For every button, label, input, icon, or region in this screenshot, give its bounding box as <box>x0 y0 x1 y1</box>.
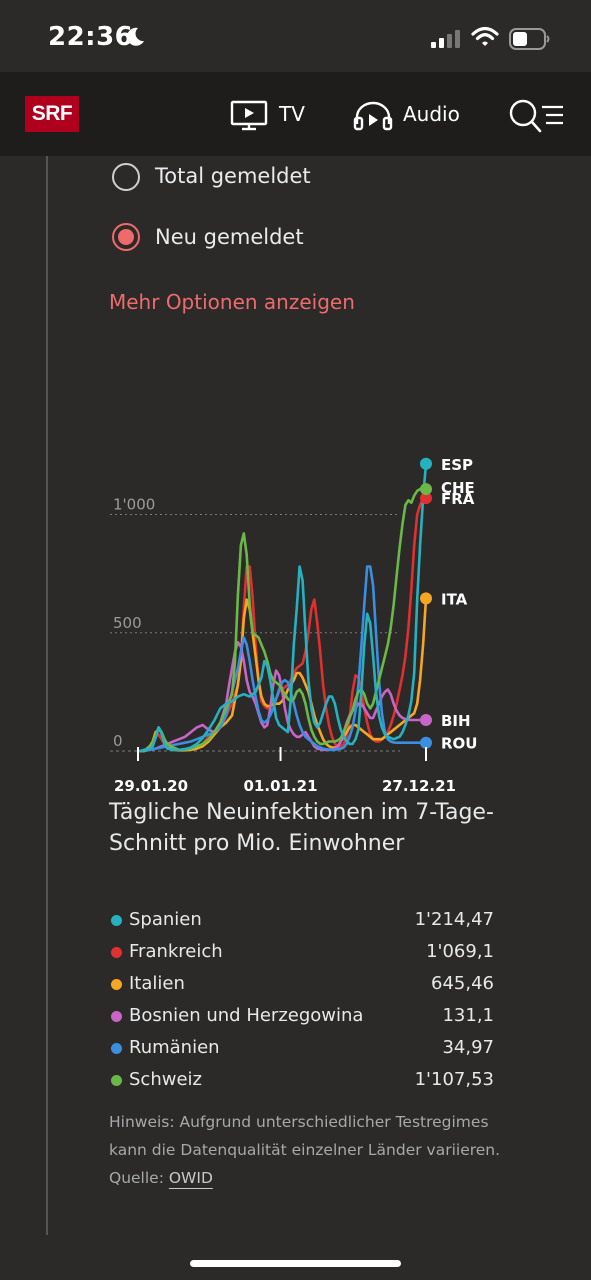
legend-name: Rumänien <box>129 1037 220 1058</box>
legend-dot <box>111 979 122 990</box>
legend-value: 131,1 <box>442 1005 494 1026</box>
nav-audio-link[interactable]: Audio <box>403 102 460 126</box>
legend-name: Frankreich <box>129 941 223 962</box>
home-indicator[interactable] <box>190 1260 401 1267</box>
y-tick-label: 0 <box>113 732 123 750</box>
legend-row: Rumänien 34,97 <box>109 1034 494 1066</box>
legend-value: 645,46 <box>431 973 494 994</box>
end-dot-bih <box>420 713 432 726</box>
radio-total[interactable] <box>112 163 140 191</box>
series-line-bih <box>138 640 426 753</box>
site-header: SRF TV Audio <box>0 72 591 156</box>
legend-row: Spanien 1'214,47 <box>109 906 494 938</box>
legend-row: Frankreich 1'069,1 <box>109 938 494 970</box>
series-line-rou <box>138 565 426 753</box>
legend-dot <box>111 947 122 958</box>
radio-new-label[interactable]: Neu gemeldet <box>155 225 304 249</box>
data-note: Hinweis: Aufgrund unterschiedlicher Test… <box>109 1108 504 1192</box>
owid-source-link[interactable]: OWID <box>168 1169 213 1187</box>
x-tick-label: 29.01.20 <box>114 777 188 795</box>
end-dot-rou <box>420 736 432 749</box>
end-dot-fra <box>420 492 432 505</box>
more-options-link[interactable]: Mehr Optionen anzeigen <box>109 290 355 314</box>
series-line-che <box>138 487 426 753</box>
legend-dot <box>111 1043 122 1054</box>
end-label-bih: BIH <box>441 712 471 730</box>
legend-dot <box>111 1075 122 1086</box>
wifi-icon <box>471 26 499 46</box>
legend-row: Schweiz 1'107,53 <box>109 1066 494 1098</box>
y-tick-label: 500 <box>113 614 142 632</box>
status-bar: 22:36 <box>0 0 591 72</box>
series-line-ita <box>138 598 428 753</box>
chart-legend: Spanien 1'214,47 Frankreich 1'069,1 Italien 6… <box>109 906 494 1098</box>
legend-value: 1'069,1 <box>426 941 494 962</box>
end-dot-ita <box>420 592 432 605</box>
moon-icon <box>127 27 144 46</box>
note-text: Hinweis: Aufgrund unterschiedlicher Test… <box>109 1113 501 1187</box>
legend-value: 34,97 <box>442 1037 494 1058</box>
legend-row: Bosnien und Herzegowina 131,1 <box>109 1002 494 1034</box>
series-line-esp <box>138 463 428 753</box>
x-tick-label: 27.12.21 <box>382 777 456 795</box>
end-label-esp: ESP <box>441 456 473 474</box>
end-label-rou: ROU <box>441 735 477 753</box>
legend-name: Schweiz <box>129 1069 202 1090</box>
tv-icon[interactable] <box>230 100 268 132</box>
legend-name: Spanien <box>129 909 202 930</box>
end-dot-che <box>420 483 432 496</box>
legend-name: Bosnien und Herzegowina <box>129 1005 364 1026</box>
signal-icon <box>431 30 460 48</box>
legend-dot <box>111 1011 122 1022</box>
legend-value: 1'107,53 <box>414 1069 494 1090</box>
end-label-ita: ITA <box>441 590 468 608</box>
x-tick-label: 01.01.21 <box>244 777 318 795</box>
battery-icon <box>509 28 550 50</box>
chart-title: Tägliche Neuinfektionen im 7-Tage-Schnit… <box>109 800 494 856</box>
srf-logo[interactable]: SRF <box>25 96 79 132</box>
left-rule <box>46 156 48 1235</box>
y-tick-label: 1'000 <box>113 496 155 514</box>
legend-value: 1'214,47 <box>414 909 494 930</box>
end-label-fra: FRA <box>441 490 475 508</box>
end-label-che: CHE <box>441 479 475 497</box>
legend-name: Italien <box>129 973 185 994</box>
end-dot-esp <box>420 457 432 470</box>
search-menu-icon[interactable] <box>508 98 566 134</box>
radio-new[interactable] <box>112 223 140 251</box>
legend-dot <box>111 915 122 926</box>
radio-total-label[interactable]: Total gemeldet <box>155 164 311 188</box>
nav-tv-link[interactable]: TV <box>279 102 305 126</box>
status-time: 22:36 <box>48 22 134 52</box>
legend-row: Italien 645,46 <box>109 970 494 1002</box>
line-chart: 0 500 1'000 ESP FRA ITA BIH ROU CHE 29.01.20 01.0… <box>110 456 477 795</box>
headphones-icon[interactable] <box>353 100 393 132</box>
